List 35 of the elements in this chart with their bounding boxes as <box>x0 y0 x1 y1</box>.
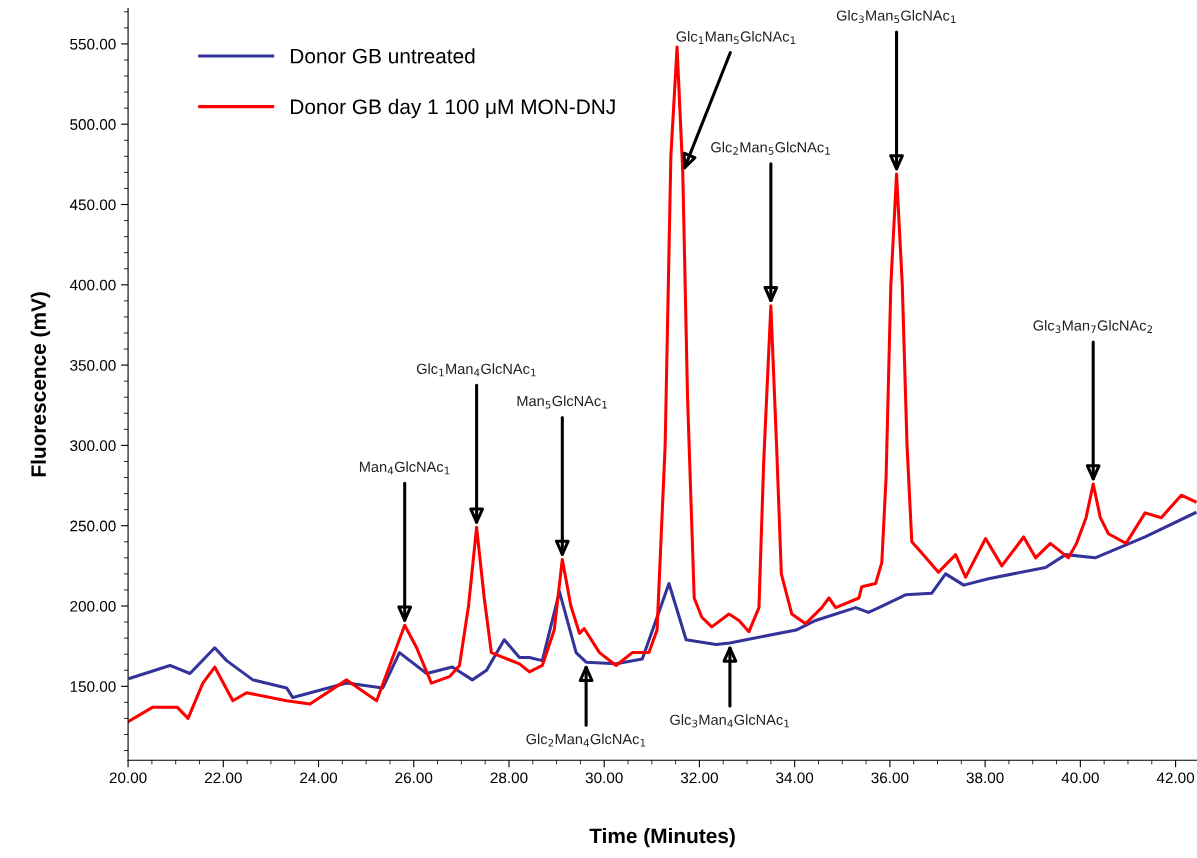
y-tick-label: 350.00 <box>70 359 116 371</box>
y-tick-label: 150.00 <box>70 681 116 692</box>
x-tick-label: 24.00 <box>300 772 338 784</box>
annotation: Glc$_{1}$Man$_{4}$GlcNAc$_{1}$ <box>416 363 536 377</box>
y-tick-label: 200.00 <box>70 600 116 612</box>
x-tick-label: 38.00 <box>966 772 1004 784</box>
y-tick-label: 300.00 <box>70 440 116 452</box>
annotation: Glc$_{2}$Man$_{4}$GlcNAc$_{1}$ <box>526 733 646 747</box>
annotation: Man$_{4}$GlcNAc$_{1}$ <box>359 461 450 475</box>
annotation: Glc$_{3}$Man$_{4}$GlcNAc$_{1}$ <box>670 714 789 728</box>
x-tick-label: 32.00 <box>680 772 718 784</box>
x-tick-label: 30.00 <box>585 772 623 784</box>
x-tick-label: 42.00 <box>1156 772 1195 784</box>
x-tick-label: 28.00 <box>490 772 528 784</box>
x-tick-label: 26.00 <box>395 772 433 784</box>
annotation: Glc$_{1}$Man$_{5}$GlcNAc$_{1}$ <box>676 30 796 45</box>
line-series <box>128 511 1197 700</box>
annotation: Man$_{5}$GlcNAc$_{1}$ <box>517 395 607 409</box>
y-tick-label: 250.00 <box>70 520 116 532</box>
x-tick-label: 34.00 <box>776 772 814 784</box>
legend-label: Donor GB day 1 100 μM MON-DNJ <box>291 98 615 119</box>
x-tick-label: 20.00 <box>109 772 147 784</box>
y-tick-label: 500.00 <box>70 119 116 130</box>
y-tick-label: 450.00 <box>69 199 116 211</box>
x-tick-label: 36.00 <box>871 772 909 784</box>
y-axis-title: Fluorescence (mV) <box>30 292 51 477</box>
legend-label: Donor GB untreated <box>291 48 475 64</box>
annotation: Glc$_{2}$Man$_{5}$GlcNAc$_{1}$ <box>711 141 830 155</box>
annotation: Glc$_{3}$Man$_{5}$GlcNAc$_{1}$ <box>836 10 956 24</box>
x-tick-label: 22.00 <box>204 772 242 784</box>
x-axis-title: Time (Minutes) <box>589 827 735 848</box>
annotation: Glc$_{3}$Man$_{7}$GlcNAc$_{2}$ <box>1033 319 1153 334</box>
y-tick-label: 550.00 <box>70 38 116 50</box>
x-tick-label: 40.00 <box>1061 772 1099 784</box>
y-tick-label: 400.00 <box>69 279 116 291</box>
